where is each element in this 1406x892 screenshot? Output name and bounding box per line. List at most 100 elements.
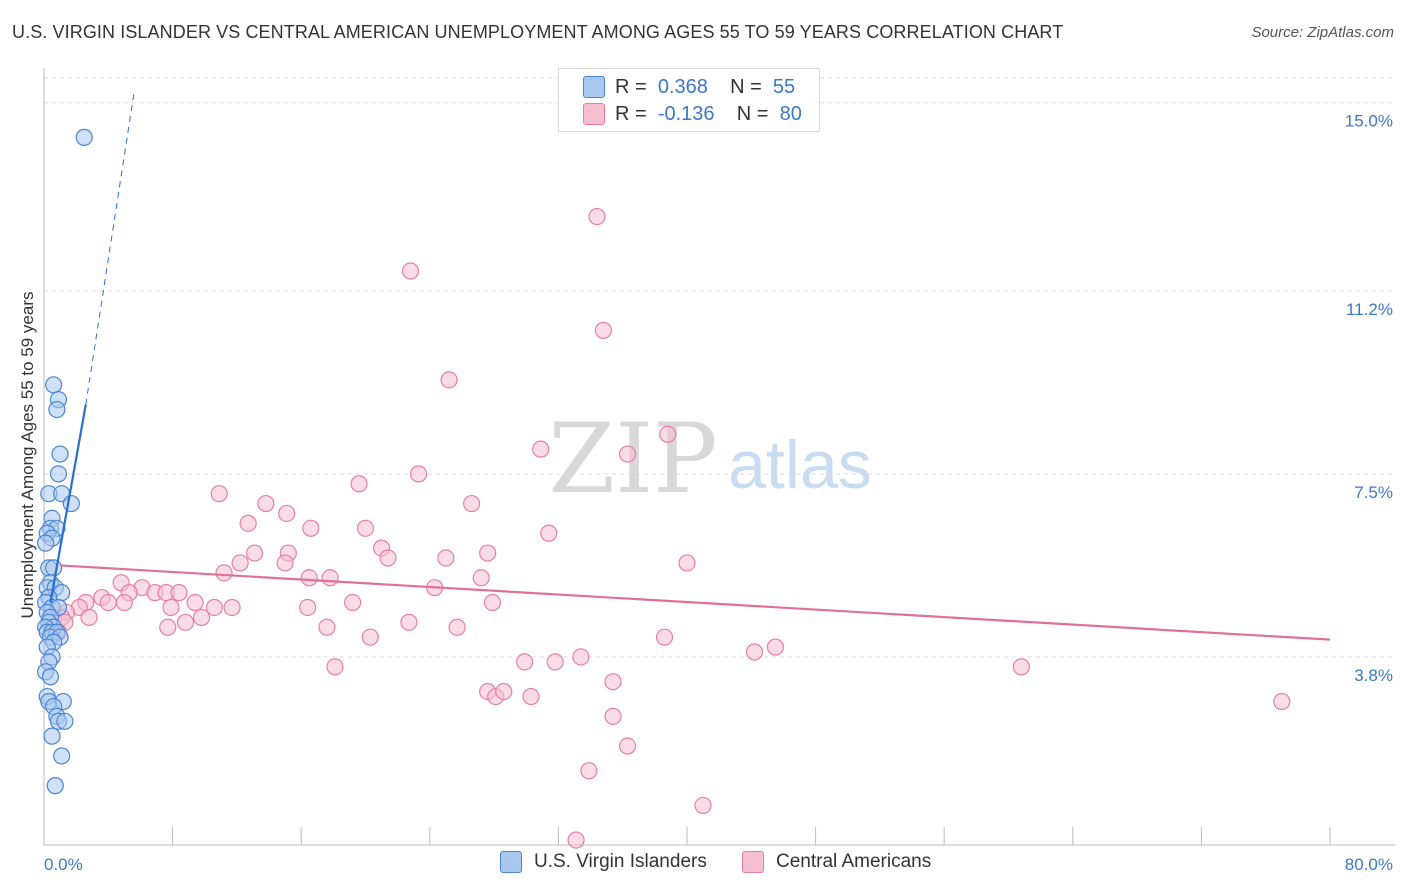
central-americans-point <box>440 371 458 389</box>
central-americans-point <box>516 653 534 671</box>
virgin-islanders-points <box>37 128 93 795</box>
central-americans-point <box>205 598 223 617</box>
virgin-islanders-trendline-extension <box>85 92 135 405</box>
central-americans-point <box>540 524 558 542</box>
central-americans-point <box>588 207 606 226</box>
central-americans-point <box>678 554 696 572</box>
legend-swatch-pink <box>583 103 605 125</box>
central-americans-point <box>1012 658 1030 676</box>
central-americans-point <box>350 475 368 493</box>
central-americans-point <box>580 762 598 780</box>
legend-item-central-americans[interactable]: Central Americans <box>742 851 931 873</box>
legend-swatch-pink <box>742 851 764 873</box>
virgin-islanders-point <box>56 712 74 730</box>
central-americans-point <box>745 643 764 661</box>
central-americans-point <box>192 608 211 626</box>
watermark: ZIP atlas <box>548 403 871 515</box>
central-americans-point <box>231 554 249 572</box>
legend-r-label: R = <box>615 75 647 98</box>
legend-n-value: 80 <box>779 102 802 125</box>
central-americans-point <box>356 519 375 537</box>
central-americans-point <box>278 504 296 523</box>
central-americans-point <box>257 494 275 513</box>
central-americans-points <box>45 207 1291 849</box>
central-americans-point <box>604 707 622 725</box>
virgin-islanders-point <box>62 494 80 513</box>
x-tick-label: 0.0% <box>44 855 83 874</box>
legend-n-label: N = <box>730 75 762 98</box>
legend-r-label: R = <box>615 102 647 125</box>
legend-swatch-blue <box>583 76 605 98</box>
virgin-islanders-point <box>41 668 60 686</box>
central-americans-point <box>409 465 428 483</box>
virgin-islanders-point <box>45 559 63 577</box>
central-americans-point <box>170 584 188 602</box>
central-americans-point <box>80 608 98 626</box>
virgin-islanders-trendline <box>49 404 87 603</box>
central-americans-point <box>532 440 550 458</box>
central-americans-point <box>326 658 344 676</box>
central-americans-point <box>655 628 674 646</box>
y-tick-label: 7.5% <box>1354 483 1393 502</box>
legend-label-central-americans: Central Americans <box>776 851 932 872</box>
central-americans-point <box>239 514 257 532</box>
central-americans-point <box>618 737 637 755</box>
virgin-islanders-point <box>45 376 63 394</box>
x-tick-label: 80.0% <box>1345 855 1393 874</box>
virgin-islanders-point <box>51 445 69 463</box>
axis-layer <box>43 68 1395 846</box>
central-americans-point <box>437 549 455 567</box>
central-americans-point <box>400 613 418 631</box>
central-americans-point <box>546 653 564 671</box>
legend-n-label: N = <box>736 102 769 125</box>
central-americans-point <box>594 321 613 339</box>
y-tick-label: 3.8% <box>1354 666 1393 685</box>
source-label: Source: ZipAtlas.com <box>1251 24 1394 41</box>
correlation-legend: R = 0.368 N = 55 R = -0.136 N = 80 <box>558 68 820 132</box>
central-americans-point <box>401 262 420 280</box>
central-americans-point <box>567 831 585 849</box>
central-americans-point <box>1273 692 1291 711</box>
central-americans-point <box>318 618 336 636</box>
central-americans-point <box>302 519 320 537</box>
central-americans-point <box>300 569 318 587</box>
central-americans-point <box>223 598 241 617</box>
central-americans-point <box>210 485 228 503</box>
central-americans-point <box>659 425 677 443</box>
central-americans-point <box>299 598 317 617</box>
central-americans-point <box>604 673 622 691</box>
central-americans-point <box>159 618 177 636</box>
tick-labels: 3.8% 7.5% 11.2% 15.0% 0.0% 80.0% <box>44 112 1393 874</box>
central-americans-point <box>361 628 379 646</box>
central-americans-trendline <box>60 564 1331 641</box>
central-americans-point <box>479 544 497 562</box>
central-americans-point <box>572 648 590 666</box>
central-americans-point <box>162 598 180 617</box>
virgin-islanders-point <box>37 534 55 552</box>
grid-layer <box>44 77 1395 658</box>
central-americans-point <box>186 593 204 612</box>
central-americans-point <box>99 593 117 612</box>
central-americans-point <box>321 569 339 587</box>
y-tick-label: 11.2% <box>1346 300 1393 319</box>
central-americans-point <box>448 618 466 636</box>
virgin-islanders-point <box>46 777 64 795</box>
trend-lines <box>49 92 1331 641</box>
legend-r-value: 0.368 <box>657 75 708 98</box>
central-americans-point <box>115 593 133 612</box>
y-tick-label: 15.0% <box>1345 112 1393 131</box>
central-americans-point <box>344 593 362 612</box>
central-americans-point <box>462 494 481 513</box>
watermark-atlas: atlas <box>728 427 872 503</box>
virgin-islanders-point <box>75 128 93 146</box>
central-americans-point <box>694 796 712 815</box>
central-americans-point <box>276 554 294 572</box>
legend-item-virgin-islanders[interactable]: U.S. Virgin Islanders <box>500 851 707 873</box>
virgin-islanders-point <box>53 747 71 765</box>
virgin-islanders-point <box>49 465 68 483</box>
central-americans-point <box>766 638 785 656</box>
virgin-islanders-point <box>43 727 61 745</box>
central-americans-point <box>215 564 233 582</box>
virgin-islanders-point <box>48 400 66 419</box>
